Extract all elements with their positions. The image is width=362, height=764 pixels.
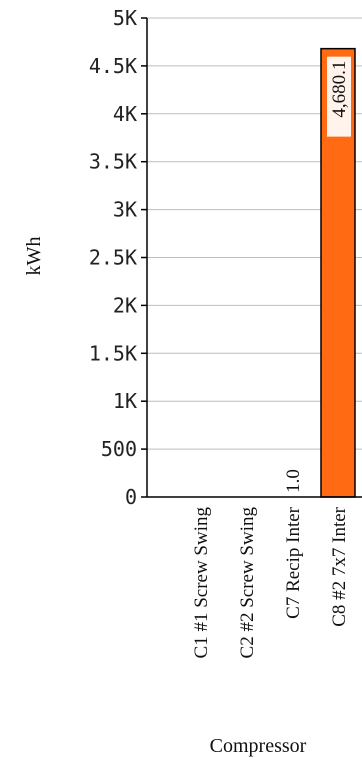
data-label: 1.0 — [283, 469, 304, 493]
y-axis-title: kWh — [23, 237, 45, 276]
y-tick-label: 2.5K — [89, 246, 137, 270]
grid-lines — [147, 17, 362, 450]
y-tick-label: 3K — [113, 198, 137, 222]
x-axis-title: Compressor — [210, 735, 307, 757]
y-tick-label: 1K — [113, 389, 137, 413]
y-tick-label: 1.5K — [89, 341, 137, 365]
data-label-background — [327, 56, 351, 137]
category-label: C7 Recip Inter — [283, 506, 304, 619]
y-tick-label: 500 — [101, 437, 137, 461]
data-labels: 1.0 4,680.1 — [283, 56, 351, 493]
data-label-group: 4,680.1 — [327, 56, 351, 137]
y-tick-label: 2K — [113, 293, 137, 317]
y-tick-label: 4K — [113, 102, 137, 126]
category-label: C1 #1 Screw Swing — [191, 507, 212, 659]
category-label: C8 #2 7x7 Inter — [329, 506, 350, 626]
y-tick-label: 5K — [113, 6, 137, 30]
y-tick-label: 3.5K — [89, 150, 137, 174]
y-axis-ticks: 0 500 1K 1.5K 2K 2.5K 3K 3.5K 4K 4.5K 5K — [89, 6, 147, 509]
y-tick-label: 0 — [125, 485, 137, 509]
data-label: 4,680.1 — [329, 61, 350, 118]
x-axis-category-labels: C1 #1 Screw Swing C2 #2 Screw Swing C7 Rec… — [191, 506, 350, 658]
category-label: C2 #2 Screw Swing — [237, 507, 258, 659]
y-tick-label: 4.5K — [89, 54, 137, 78]
